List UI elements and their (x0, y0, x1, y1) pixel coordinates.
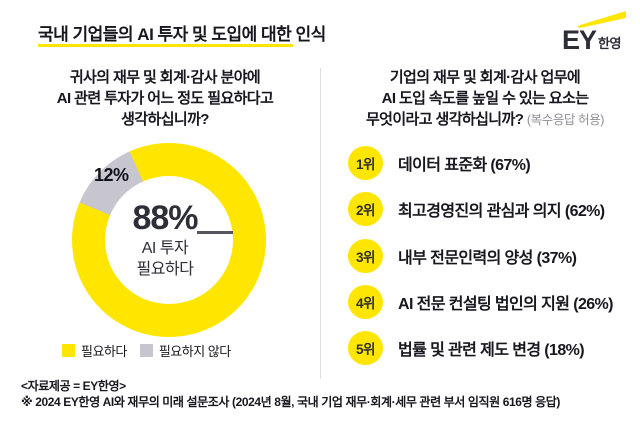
footer: <자료제공 = EY한영> ※ 2024 EY한영 AI와 재무의 미래 설문조… (21, 378, 560, 410)
legend-swatch-yellow (62, 344, 75, 357)
logo-suffix-label: 한영 (598, 36, 621, 51)
left-question: 귀사의 재무 및 회계·감사 분야에 AI 관련 투자가 어느 정도 필요하다고… (0, 67, 330, 130)
legend-label-no: 필요하지 않다 (158, 344, 231, 359)
rank-badge-3: 3위 (348, 239, 383, 273)
legend-swatch-gray (139, 344, 153, 357)
left-question-line-2: AI 관련 투자가 어느 정도 필요하다고 (56, 90, 274, 107)
rank-badge-2: 2위 (348, 192, 383, 226)
legend-item-yes: 필요하다 (62, 341, 127, 360)
rank-label-4: AI 전문 컨설팅 법인의 지원 (26%) (398, 296, 614, 313)
title-underline (38, 44, 293, 47)
right-question-line-3: 무엇이라고 생각하십니까? (복수응답 허용) (330, 109, 640, 131)
donut-legend: 필요하다 필요하지 않다 (62, 341, 231, 360)
ey-beam-icon (577, 11, 626, 28)
rank-row-2: 2위 최고경영진의 관심과 의지 (62%) (348, 192, 605, 226)
right-question-line-1: 기업의 재무 및 회계·감사 업무에 (389, 69, 581, 86)
footer-source: <자료제공 = EY한영> (21, 379, 126, 393)
footer-survey-note: ※ 2024 EY한영 AI와 재무의 미래 설문조사 (2024년 8월, 국… (21, 395, 560, 409)
panel-divider (320, 68, 321, 379)
rank-label-3: 내부 전문인력의 양성 (37%) (398, 250, 577, 267)
donut-chart (72, 143, 266, 337)
donut-center-annotation: 88% AI 투자 필요하다 (68, 143, 262, 337)
donut-callout-line (197, 231, 233, 234)
rank-label-2: 최고경영진의 관심과 의지 (62%) (398, 203, 605, 220)
left-question-line-3: 생각하십니까? (121, 111, 209, 128)
rank-badge-4: 4위 (348, 285, 383, 319)
donut-center-line-1: AI 투자 (141, 239, 189, 257)
rank-label-5: 법률 및 관련 제도 변경 (18%) (398, 342, 585, 359)
donut-center-line-2: 필요하다 (136, 260, 194, 278)
legend-label-yes: 필요하다 (81, 344, 127, 359)
left-question-line-1: 귀사의 재무 및 회계·감사 분야에 (69, 69, 261, 86)
donut-hole (105, 176, 233, 304)
rank-badge-5: 5위 (348, 331, 383, 365)
logo-text: EY 한영 (562, 27, 621, 54)
donut-center-percent: 88% (132, 199, 198, 238)
page-title: 국내 기업들의 AI 투자 및 도입에 대한 인식 (38, 25, 326, 44)
right-question: 기업의 재무 및 회계·감사 업무에 AI 도입 속도를 높일 수 있는 요소는… (330, 67, 640, 131)
rank-badge-1: 1위 (348, 146, 383, 180)
rank-row-4: 4위 AI 전문 컨설팅 법인의 지원 (26%) (348, 285, 614, 319)
right-question-line-2: AI 도입 속도를 높일 수 있는 요소는 (381, 90, 589, 107)
rank-row-1: 1위 데이터 표준화 (67%) (348, 146, 531, 180)
rank-row-5: 5위 법률 및 관련 제도 변경 (18%) (348, 331, 585, 365)
ey-hanyoung-logo: EY 한영 (562, 10, 634, 54)
right-question-line-3-text: 무엇이라고 생각하십니까? (365, 111, 524, 128)
rank-label-1: 데이터 표준화 (67%) (398, 157, 531, 174)
logo-ey-label: EY (562, 25, 597, 55)
multi-answer-note: (복수응답 허용) (526, 113, 605, 127)
legend-item-no: 필요하지 않다 (139, 341, 231, 360)
rank-row-3: 3위 내부 전문인력의 양성 (37%) (348, 239, 577, 273)
donut-slice-label-gray: 12% (94, 165, 129, 185)
